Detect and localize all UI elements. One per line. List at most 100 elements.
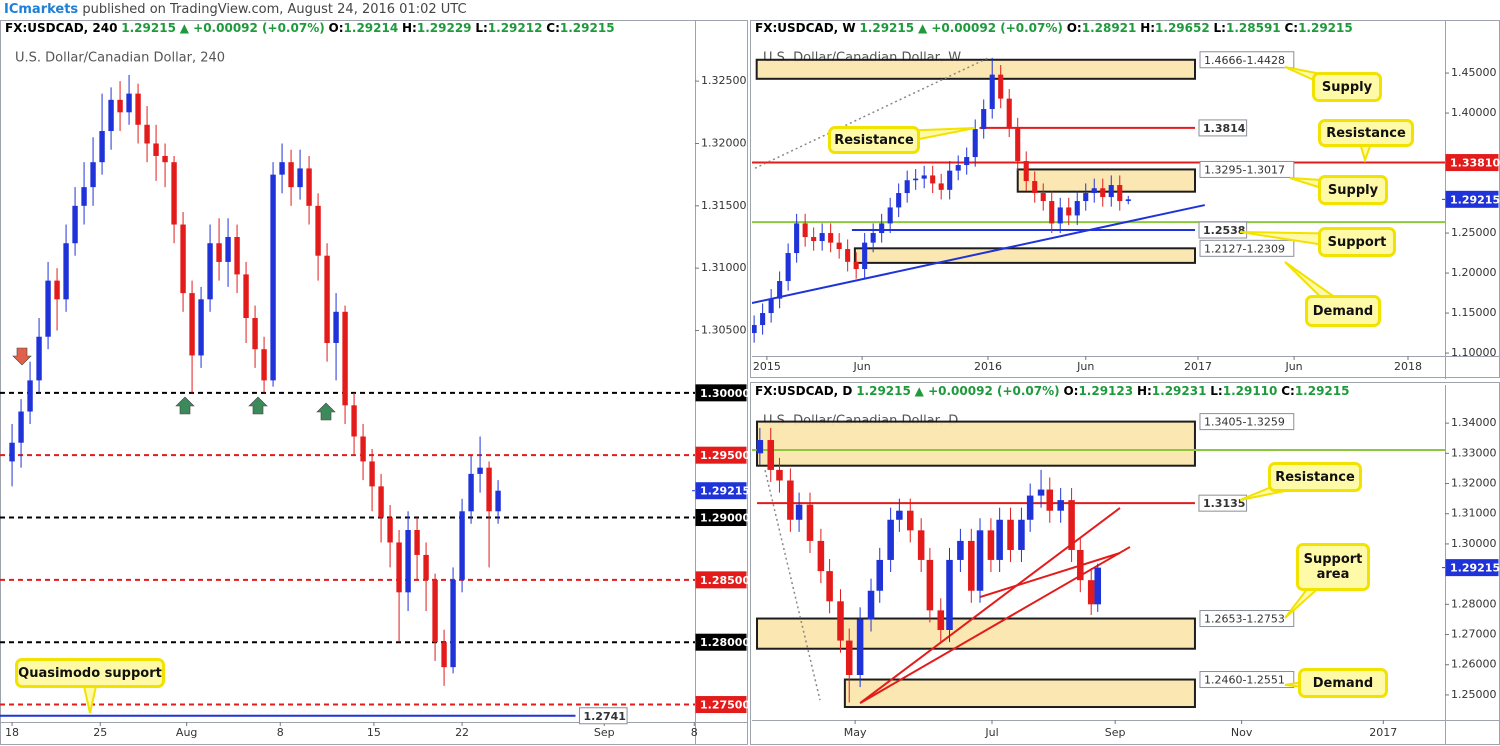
ohlc-key: O:	[328, 21, 344, 35]
candle-body	[144, 124, 150, 144]
y-tick-label: 1.30000	[1451, 537, 1497, 550]
y-tick-label: 1.10000	[1451, 346, 1497, 359]
y-tick-label: 1.15000	[1451, 306, 1497, 319]
price-tag-label: 1.29215	[700, 485, 750, 498]
zone	[756, 617, 1196, 650]
candle-body	[1046, 489, 1054, 511]
y-tick-label: 1.27000	[1451, 628, 1497, 641]
candle-body	[1066, 207, 1072, 216]
candle-body	[845, 249, 851, 262]
candle-body	[756, 440, 764, 454]
trendline	[859, 507, 1121, 704]
zone-label-box	[1199, 239, 1295, 257]
symbol: FX:USDCAD, 240	[5, 21, 118, 35]
x-tick-label: 18	[5, 726, 19, 739]
overlay: 1.45000 1.40000 1.25000 1.20000 1.15000 1.100…	[752, 20, 1500, 379]
candle-body	[870, 233, 876, 243]
ohlc-key: O:	[1066, 21, 1082, 35]
zone	[755, 58, 1197, 80]
plot: U.S. Dollar/Canadian Dollar, 240	[0, 51, 695, 717]
callout: Resistance	[1268, 462, 1362, 492]
candle-body	[811, 237, 817, 242]
price-tag-label: 1.28500	[700, 574, 750, 587]
ohlc-key: C:	[1284, 21, 1299, 35]
candle-body	[828, 233, 834, 243]
overlay: 1.32500 1.32000 1.31500 1.31000 1.30500 18 25 A…	[0, 20, 750, 745]
candle-body	[1007, 519, 1014, 550]
y-tick-label: 1.32000	[701, 136, 747, 149]
candle-body	[1125, 199, 1131, 202]
price-tag	[695, 571, 747, 589]
candle-body	[887, 519, 894, 560]
candle-body	[423, 554, 429, 580]
x-tick-label: 2016	[974, 360, 1002, 373]
candle-body	[887, 207, 893, 224]
candle-body	[351, 405, 357, 437]
zone	[853, 247, 1197, 264]
price-tag-label: 1.28000	[700, 636, 750, 649]
candle-body	[72, 205, 78, 244]
candle-body	[207, 243, 213, 300]
candle-body	[261, 349, 267, 381]
callout: Supply	[1318, 175, 1388, 205]
y-tick-label: 1.31000	[701, 261, 747, 274]
author[interactable]: ICmarkets	[4, 2, 79, 17]
candle-body	[1074, 201, 1080, 216]
candle-body	[879, 223, 885, 234]
y-tick-label: 1.34000	[1451, 416, 1497, 429]
panel-header: FX:USDCAD, W 1.29215 ▲ +0.00092 (+0.07%)…	[755, 19, 1353, 37]
candle-body	[987, 530, 995, 560]
last-price: 1.29215	[121, 21, 176, 35]
callout: Demand	[1298, 668, 1388, 698]
candle-body	[9, 442, 15, 462]
candle-body	[768, 298, 774, 314]
candle-body	[776, 469, 783, 481]
candle-body	[1040, 193, 1046, 202]
price-tag	[695, 482, 747, 500]
publish-info: published on TradingView.com, August 24,…	[82, 2, 467, 17]
candle-body	[1077, 549, 1084, 581]
y-tick-label: 1.25000	[1451, 688, 1497, 701]
price-tag	[1198, 221, 1248, 239]
zone-label: 1.2127-1.2309	[1204, 242, 1285, 255]
candle-body	[63, 243, 69, 300]
candle-body	[1108, 185, 1114, 198]
candle-body	[117, 99, 123, 113]
ohlc-key: H:	[402, 21, 417, 35]
y-tick-label: 1.30500	[701, 324, 747, 337]
ohlc-value: 1.29212	[487, 21, 543, 35]
candle-body	[18, 411, 24, 443]
candle-body	[1015, 127, 1021, 162]
y-tick-label: 1.32000	[1451, 477, 1497, 490]
candle-body	[964, 157, 970, 166]
change: ▲ +0.00092 (+0.07%)	[914, 384, 1060, 398]
zone	[843, 678, 1196, 709]
price-tag	[1445, 559, 1499, 577]
candle-body	[450, 579, 456, 668]
price-tag-label: 1.29215	[1450, 562, 1500, 575]
callout: Resistance	[828, 126, 920, 154]
zone-label: 1.4666-1.4428	[1204, 54, 1285, 67]
trendline	[754, 56, 991, 169]
trendline	[859, 546, 1131, 704]
x-tick-label: May	[844, 726, 867, 739]
price-tag	[1198, 119, 1248, 137]
candle-body	[198, 299, 204, 356]
candle-body	[853, 261, 859, 270]
candle-body	[1087, 580, 1095, 605]
candle-body	[477, 467, 483, 474]
candle-body	[826, 571, 833, 602]
price-tag	[695, 696, 747, 714]
candle-body	[252, 318, 258, 350]
candle-body	[54, 280, 60, 300]
candle-body	[1032, 181, 1038, 194]
candle-body	[917, 530, 925, 560]
candle-body	[1100, 188, 1106, 198]
candle-body	[90, 162, 96, 188]
candle-body	[906, 510, 914, 531]
candle-body	[862, 242, 868, 270]
candle-body	[1037, 489, 1045, 496]
candle-body	[930, 175, 936, 184]
candle-body	[1057, 500, 1064, 511]
price-tag-label: 1.3814	[1203, 122, 1246, 135]
